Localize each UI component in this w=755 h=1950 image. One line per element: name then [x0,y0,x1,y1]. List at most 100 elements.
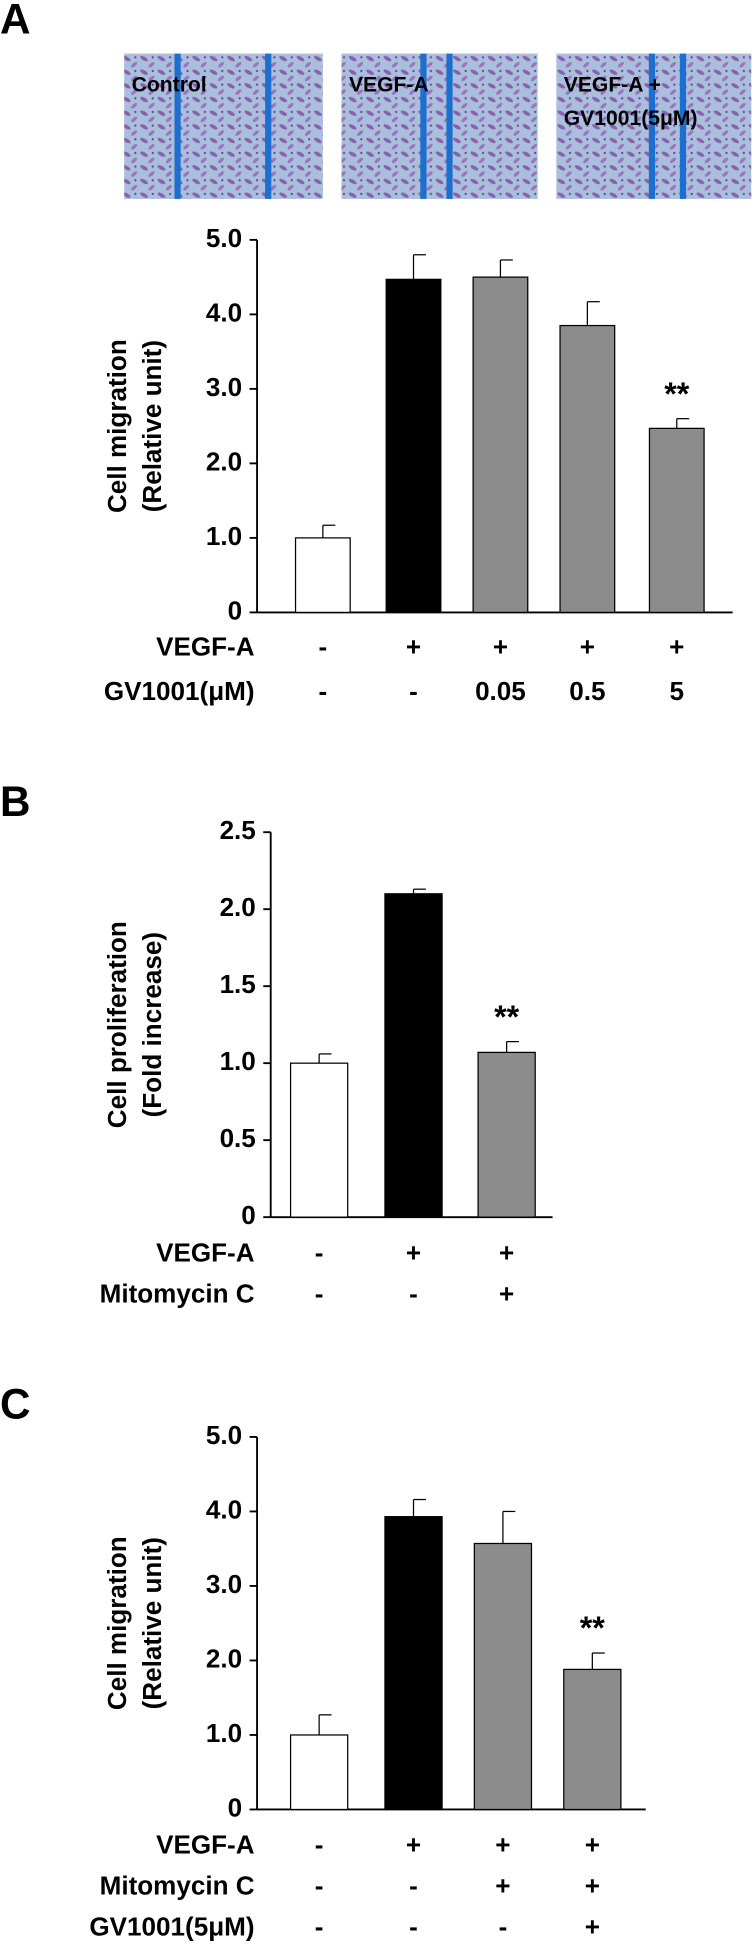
condition-cell: + [406,631,421,661]
y-tick-label: 1.0 [220,1046,256,1076]
wound-edge [265,53,272,199]
error-bar [412,888,426,894]
y-tick-label: 5.0 [206,223,242,253]
condition-label: Mitomycin C [100,1278,255,1308]
condition-cell: - [499,1912,508,1942]
y-tick-label: 3.0 [206,372,242,402]
y-axis-label: Cell migration [102,1536,132,1710]
bar [472,276,529,614]
bar [477,1051,536,1218]
condition-cell: - [319,676,328,706]
condition-cell: - [409,1871,418,1901]
error-bar [318,1053,332,1064]
y-tick-label: 3.0 [206,1569,242,1599]
y-tick-label: 1.0 [206,521,242,551]
condition-cell: 0.05 [475,676,526,706]
y-tick-label: 0 [228,1792,243,1822]
y-tick-label: 0 [241,1200,256,1230]
error-bar [322,524,336,538]
bar [384,1516,443,1811]
condition-label: Mitomycin C [100,1871,255,1901]
condition-cell: + [585,1912,600,1942]
error-bar [676,418,690,429]
y-tick-label: 5.0 [206,1420,242,1450]
y-tick-label: 2.0 [206,446,242,476]
condition-cell: - [409,676,418,706]
bar [648,427,705,614]
bar [294,537,351,614]
condition-cell: + [495,1871,510,1901]
condition-label: VEGF-A [156,1830,255,1860]
micrograph-label: GV1001(5μM) [564,107,698,130]
condition-cell: - [409,1912,418,1942]
bar [289,1062,349,1218]
y-tick-label: 0.5 [220,1123,256,1153]
micrograph-label: Control [132,73,207,96]
condition-cell: + [406,1830,421,1860]
condition-cell: + [406,1237,421,1267]
y-axis-label: Cell migration [102,339,132,513]
condition-cell: + [495,1830,510,1860]
condition-cell: 5 [670,676,685,706]
condition-label: VEGF-A [156,1237,255,1267]
y-tick-label: 1.5 [220,969,256,999]
error-bar [506,1040,520,1053]
condition-label: VEGF-A [156,631,255,661]
condition-cell: + [499,1237,514,1267]
significance: ** [664,376,690,412]
wound-edge [420,53,427,199]
panel-label: A [0,0,30,43]
condition-cell: 0.5 [569,676,605,706]
y-axis-label: (Relative unit) [137,340,167,512]
condition-cell: - [319,631,328,661]
error-bar [591,1652,605,1670]
bar [384,893,443,1218]
condition-cell: - [315,1830,324,1860]
y-tick-label: 4.0 [206,1494,242,1524]
micrograph-label: VEGF-A [349,73,429,96]
y-tick-label: 2.5 [220,815,256,845]
error-bar [586,301,600,326]
condition-label: GV1001(μM) [104,676,255,706]
wound-edge [648,53,656,199]
y-tick-label: 1.0 [206,1718,242,1748]
condition-cell: - [315,1278,324,1308]
wound-edge [446,53,453,199]
condition-cell: + [585,1871,600,1901]
bar [385,278,442,614]
y-tick-label: 2.0 [220,892,256,922]
condition-cell: + [493,631,508,661]
condition-cell: + [585,1830,600,1860]
condition-cell: + [669,631,684,661]
wound-edge [174,53,181,199]
y-axis-label: Cell proliferation [102,921,132,1128]
error-bar [412,1498,426,1517]
error-bar [412,254,426,280]
panel-label: C [0,1380,30,1427]
bar [473,1542,533,1811]
condition-cell: - [409,1278,418,1308]
micrograph-label: VEGF-A + [564,73,661,96]
significance: ** [580,1610,606,1646]
condition-cell: + [499,1278,514,1308]
bar [289,1734,349,1811]
wound-edge [679,53,687,199]
panel-label: B [0,778,30,825]
condition-cell: - [315,1237,324,1267]
condition-cell: - [315,1871,324,1901]
micrograph [341,53,538,199]
error-bar [502,1510,516,1544]
condition-cell: + [580,631,595,661]
error-bar [318,1714,332,1735]
condition-label: GV1001(5μM) [89,1912,254,1942]
y-axis-label: (Relative unit) [137,1537,167,1709]
bar [563,1668,622,1811]
y-tick-label: 2.0 [206,1643,242,1673]
condition-cell: - [315,1912,324,1942]
y-tick-label: 4.0 [206,297,242,327]
bar [559,324,616,614]
significance: ** [494,999,520,1035]
y-tick-label: 0 [228,595,243,625]
error-bar [499,259,513,278]
